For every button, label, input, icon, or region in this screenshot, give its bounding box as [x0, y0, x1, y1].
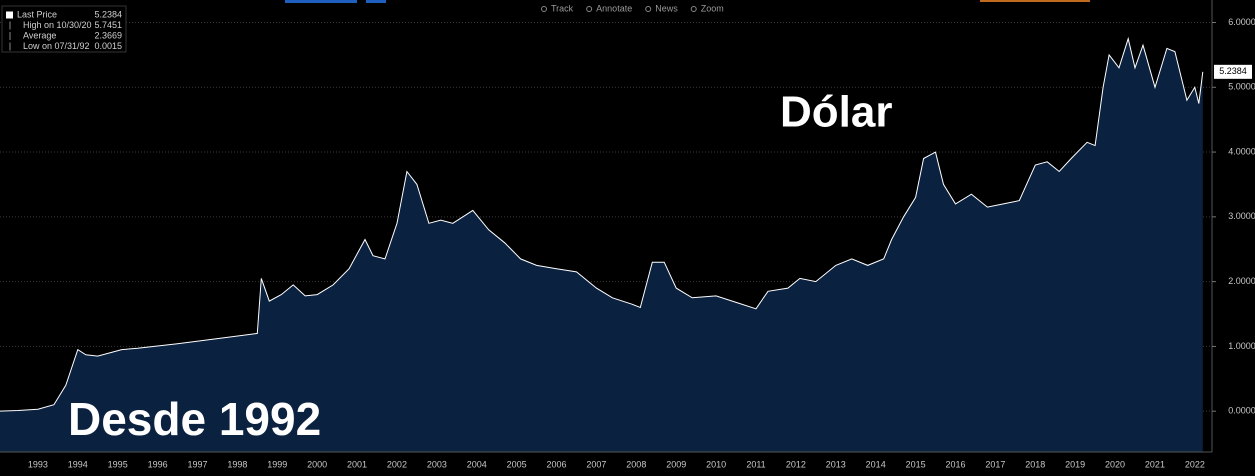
toolbar-icon: [690, 6, 697, 12]
toolbar-button[interactable]: News: [655, 3, 678, 13]
y-tick-label: 6.0000: [1228, 17, 1255, 27]
toolbar: Track Annotate News Zoom: [541, 3, 724, 13]
area: [0, 38, 1203, 452]
y-tick-label: 5.0000: [1228, 82, 1255, 92]
x-tick-label: 2009: [666, 459, 686, 469]
x-tick-label: 2016: [945, 459, 965, 469]
annotation: Dólar: [780, 88, 892, 137]
x-tick-label: 2006: [547, 459, 567, 469]
legend-label: Last Price: [17, 9, 57, 19]
toolbar-button[interactable]: Track: [551, 3, 574, 13]
x-tick-label: 2003: [427, 459, 447, 469]
annotation: Desde 1992: [68, 393, 321, 445]
x-tick-label: 1997: [187, 459, 207, 469]
legend-value: 5.7451: [94, 20, 122, 30]
x-tick-label: 2013: [826, 459, 846, 469]
y-tick-label: 1.0000: [1228, 341, 1255, 351]
tab: [285, 0, 357, 3]
x-tick-label: 1999: [267, 459, 287, 469]
x-tick-label: 2011: [746, 459, 765, 469]
x-tick-label: 2004: [467, 459, 487, 469]
legend-label: High on 10/30/20: [23, 20, 92, 30]
plot-area: [0, 21, 1212, 452]
legend-value: 5.2384: [94, 9, 122, 19]
x-tick-label: 1998: [227, 459, 247, 469]
legend-swatch: [6, 11, 13, 19]
tab: [980, 0, 1090, 2]
x-tick-label: 2015: [906, 459, 926, 469]
toolbar-icon: [645, 6, 652, 12]
x-tick-label: 1996: [148, 459, 168, 469]
x-tick-label: 2021: [1145, 459, 1165, 469]
legend-box: [1, 5, 127, 53]
x-tick-label: 2017: [985, 459, 1005, 469]
x-tick-label: 1993: [28, 459, 48, 469]
x-tick-label: 2007: [586, 459, 606, 469]
y-tick-label: 3.0000: [1228, 211, 1255, 221]
x-tick-label: 2014: [866, 459, 886, 469]
y-tick-label: 2.0000: [1228, 276, 1255, 286]
x-tick-label: 2008: [626, 459, 646, 469]
tab: [366, 0, 386, 3]
legend-label: Low on 07/31/92: [23, 41, 90, 51]
y-tick-label: 4.0000: [1228, 146, 1255, 156]
line: [0, 36, 1204, 412]
toolbar-button[interactable]: Zoom: [701, 3, 724, 13]
x-tick-label: 2018: [1025, 459, 1045, 469]
last-price-badge: [1214, 64, 1252, 79]
x-tick-label: 2022: [1185, 459, 1205, 469]
legend-label: Average: [23, 30, 56, 40]
legend-value: 0.0015: [94, 41, 122, 51]
x-tick-label: 2000: [307, 459, 327, 469]
x-tick-label: 2002: [387, 459, 407, 469]
x-tick-label: 2010: [706, 459, 726, 469]
x-tick-label: 2005: [507, 459, 527, 469]
x-tick-label: 2001: [347, 459, 367, 469]
y-tick-label: 0.0000: [1228, 406, 1255, 416]
x-tick-label: 1995: [108, 459, 128, 469]
toolbar-button[interactable]: Annotate: [596, 3, 632, 13]
last-price-label: 5.2384: [1219, 66, 1247, 76]
x-tick-label: 1994: [68, 459, 88, 469]
toolbar-icon: [541, 6, 547, 12]
toolbar-icon: [586, 6, 593, 12]
x-tick-label: 2020: [1105, 459, 1125, 469]
x-tick-label: 2012: [786, 459, 806, 469]
x-tick-label: 2019: [1065, 459, 1085, 469]
axes: 0.0000 1.0000 2.0000 3.0000 4.0000 5.0000 6.00…: [28, 17, 1255, 470]
legend-value: 2.3669: [94, 30, 122, 40]
